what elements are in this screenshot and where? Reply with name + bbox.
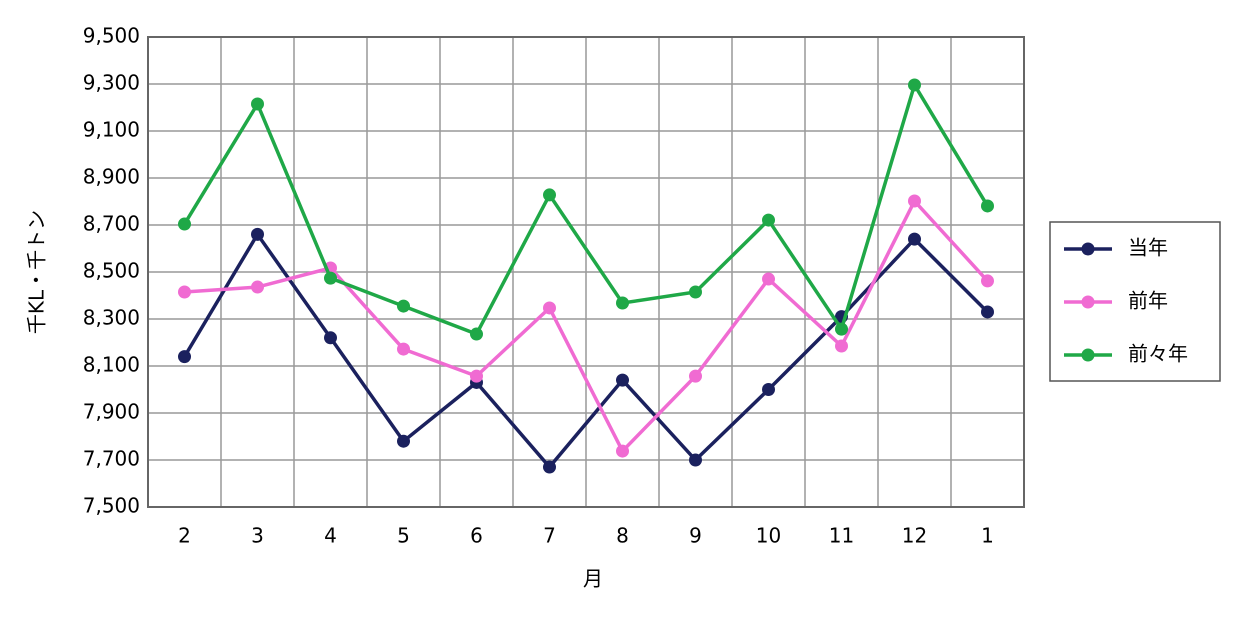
- data-point: [251, 97, 264, 111]
- data-point: [324, 271, 337, 285]
- data-point: [908, 78, 921, 92]
- data-point: [908, 232, 921, 246]
- data-point: [762, 383, 775, 396]
- y-tick-label: 8,500: [83, 259, 140, 283]
- x-tick-label: 11: [829, 524, 854, 548]
- data-point: [543, 460, 556, 474]
- legend-marker: [1081, 242, 1095, 256]
- y-tick-label: 7,700: [83, 447, 140, 471]
- data-point: [616, 296, 629, 310]
- data-point: [178, 217, 191, 231]
- x-tick-label: 10: [756, 524, 781, 548]
- y-axis-label: 千KL・千トン: [25, 210, 49, 334]
- y-tick-label: 9,100: [83, 118, 140, 142]
- data-point: [981, 274, 994, 288]
- data-point: [908, 194, 921, 208]
- x-axis-label: 月: [583, 567, 603, 591]
- legend-label: 前々年: [1128, 342, 1188, 366]
- y-tick-label: 8,900: [83, 165, 140, 189]
- x-tick-label: 6: [470, 524, 483, 548]
- y-tick-label: 8,100: [83, 353, 140, 377]
- data-point: [689, 369, 702, 383]
- data-point: [543, 301, 556, 315]
- data-point: [324, 331, 337, 345]
- x-tick-label: 12: [902, 524, 927, 548]
- data-point: [835, 322, 848, 336]
- data-point: [762, 272, 775, 286]
- legend-marker: [1081, 295, 1095, 309]
- data-point: [397, 434, 410, 448]
- data-point: [178, 350, 191, 364]
- x-tick-label: 8: [616, 524, 629, 548]
- data-point: [762, 213, 775, 227]
- legend-label: 前年: [1128, 289, 1168, 313]
- data-point: [470, 369, 483, 383]
- data-point: [397, 299, 410, 313]
- series-line: [183, 80, 989, 337]
- x-tick-label: 2: [178, 524, 191, 548]
- series-line: [184, 197, 989, 455]
- data-point: [835, 339, 848, 353]
- series-line: [182, 231, 989, 470]
- y-tick-label: 8,700: [83, 212, 140, 236]
- data-point: [616, 373, 629, 387]
- x-tick-label: 1: [981, 524, 994, 548]
- x-tick-label: 7: [543, 524, 556, 548]
- y-tick-label: 9,300: [83, 71, 140, 95]
- y-tick-label: 7,900: [83, 400, 140, 424]
- data-point: [981, 199, 994, 213]
- data-point: [470, 327, 483, 341]
- data-point: [178, 285, 191, 299]
- x-tick-label: 5: [397, 524, 410, 548]
- data-point: [689, 285, 702, 299]
- data-point: [543, 188, 556, 202]
- plot-border: [147, 36, 1025, 508]
- y-tick-label: 9,500: [83, 24, 140, 48]
- x-tick-label: 4: [324, 524, 337, 548]
- data-point: [251, 280, 264, 294]
- y-tick-label: 8,300: [83, 306, 140, 330]
- x-tick-label: 9: [689, 524, 702, 548]
- x-tick-label: 3: [251, 524, 264, 548]
- data-point: [981, 305, 994, 319]
- data-point: [397, 342, 410, 356]
- legend-label: 当年: [1128, 236, 1168, 260]
- y-tick-label: 7,500: [83, 494, 140, 518]
- legend-marker: [1081, 348, 1095, 362]
- data-point: [616, 444, 629, 458]
- data-point: [251, 227, 264, 241]
- data-point: [689, 453, 702, 467]
